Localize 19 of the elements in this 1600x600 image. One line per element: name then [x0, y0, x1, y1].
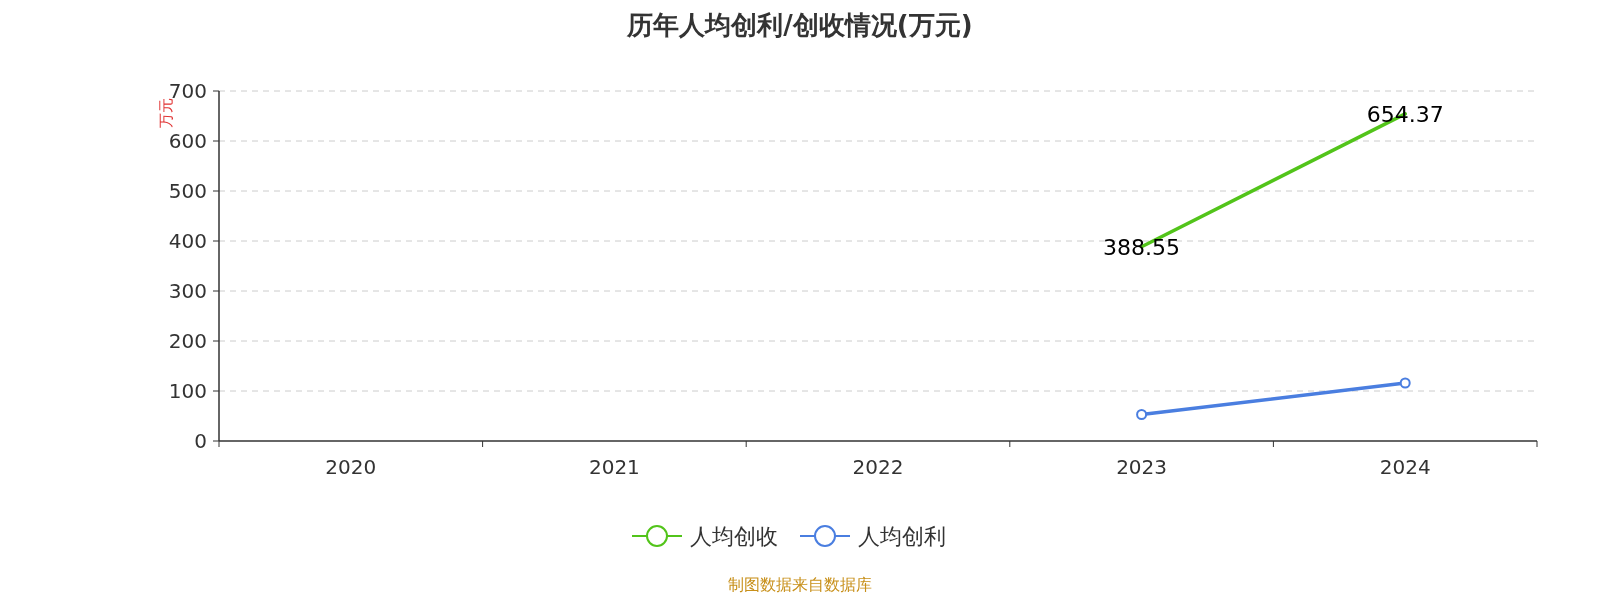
y-axis-title: 万元 — [157, 98, 175, 128]
y-tick-label: 300 — [168, 279, 207, 303]
text: 制图数据来自数据库 — [728, 575, 872, 594]
x-tick-label: 2024 — [1379, 455, 1431, 479]
legend-label: 人均创收 — [690, 524, 778, 549]
chart-title: 历年人均创利/创收情况(万元) — [626, 10, 973, 40]
x-tick-label: 2021 — [588, 455, 640, 479]
legend-label: 人均创利 — [858, 524, 946, 549]
y-tick-label: 400 — [168, 229, 207, 253]
y-tick-label: 200 — [168, 329, 207, 353]
y-tick-label: 600 — [168, 129, 207, 153]
y-tick-label: 100 — [168, 379, 207, 403]
y-tick-label: 500 — [168, 179, 207, 203]
x-tick-label: 2020 — [325, 455, 377, 479]
data-label: 654.37 — [1366, 101, 1444, 127]
y-tick-label: 0 — [194, 429, 207, 453]
data-label: 388.55 — [1103, 234, 1181, 260]
x-tick-label: 2022 — [852, 455, 904, 479]
x-tick-label: 2023 — [1116, 455, 1168, 479]
